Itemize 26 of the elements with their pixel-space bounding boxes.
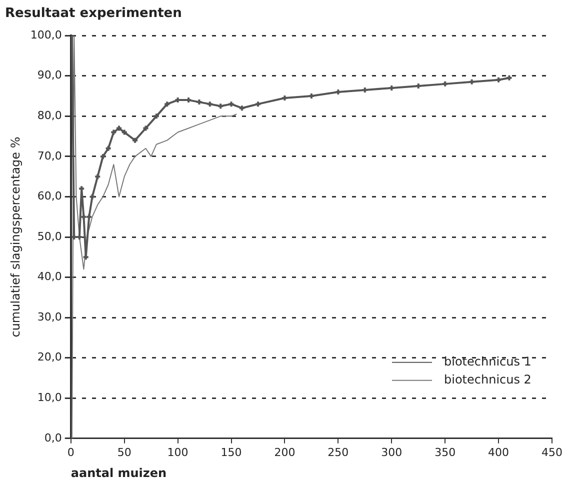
x-tick-label: 50 (117, 446, 132, 459)
y-tick-label: 60,0 (37, 190, 62, 203)
x-tick-label: 100 (167, 446, 188, 459)
y-tick-label: 70,0 (37, 149, 62, 162)
x-tick-label: 300 (381, 446, 402, 459)
x-tick-label: 200 (274, 446, 296, 459)
x-tick-label: 0 (67, 446, 74, 459)
y-tick-label: 40,0 (37, 270, 62, 284)
x-tick-label: 350 (434, 446, 456, 459)
x-tick-label: 450 (542, 446, 562, 459)
y-axis-title: cumulatief slagingspercentage % (8, 136, 22, 338)
chart-title: Resultaat experimenten (5, 6, 182, 22)
y-tick-label: 10,0 (37, 390, 62, 404)
y-tick-label: 20,0 (37, 350, 62, 364)
legend-label: biotechnicus 2 (444, 372, 532, 387)
x-tick-label: 250 (328, 446, 349, 459)
y-tick-label: 50,0 (37, 230, 62, 243)
y-tick-label: 0,0 (44, 431, 62, 444)
y-tick-label: 80,0 (37, 109, 62, 122)
x-axis-title: aantal muizen (70, 466, 167, 480)
legend-label: biotechnicus 1 (444, 354, 532, 369)
x-tick-label: 150 (220, 446, 242, 459)
y-tick-label: 100,0 (30, 28, 62, 42)
y-tick-label: 30,0 (37, 310, 62, 324)
x-tick-label: 400 (488, 446, 510, 459)
y-tick-label: 90,0 (37, 68, 62, 82)
